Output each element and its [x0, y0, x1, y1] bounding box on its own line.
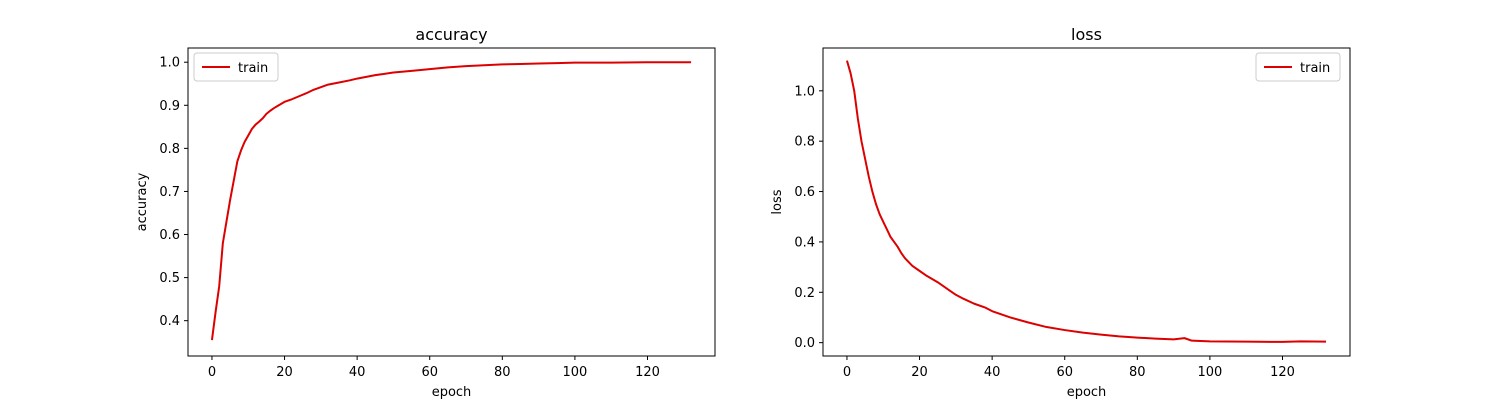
y-tick-label: 0.6	[794, 185, 815, 200]
y-tick-label: 0.7	[159, 185, 180, 200]
x-tick-label: 100	[1197, 365, 1222, 380]
x-tick-label: 40	[349, 365, 366, 380]
x-tick-label: 120	[1270, 365, 1295, 380]
legend-box	[193, 52, 279, 82]
x-tick-label: 100	[562, 365, 587, 380]
y-tick-label: 0.6	[159, 228, 180, 243]
legend-label: train	[1300, 61, 1330, 76]
legend: train	[1255, 52, 1341, 82]
y-tick-label: 0.0	[794, 336, 815, 351]
x-tick-label: 80	[494, 365, 511, 380]
chart-title: loss	[1071, 25, 1102, 44]
y-tick-label: 1.0	[159, 56, 180, 71]
plot-frame	[187, 47, 716, 357]
legend-label: train	[238, 61, 268, 76]
y-tick-label: 0.5	[159, 271, 180, 286]
y-tick-label: 0.4	[794, 235, 815, 250]
legend: train	[193, 52, 279, 82]
legend-box	[1255, 52, 1341, 82]
chart-title: accuracy	[415, 25, 487, 44]
y-tick-label: 0.8	[159, 142, 180, 157]
x-tick-label: 120	[635, 365, 660, 380]
y-axis-label: loss	[770, 189, 785, 214]
y-tick-label: 0.9	[159, 99, 180, 114]
x-axis-label: epoch	[432, 385, 472, 400]
x-tick-label: 0	[208, 365, 216, 380]
accuracy-chart: accuracy 0 20 40 60 80 100 120 0.4 0.5 0.6 0.7 0.8 0.…	[135, 25, 716, 400]
y-tick-label: 0.4	[159, 314, 180, 329]
loss-chart: loss 0 20 40 60 80 100 120 0.0 0.2 0.4 0.6 0.8 1.0 epo…	[770, 25, 1351, 400]
plot-frame	[822, 47, 1351, 357]
series-line-train	[845, 60, 1327, 343]
y-tick-label: 1.0	[794, 84, 815, 99]
x-tick-label: 60	[1056, 365, 1073, 380]
x-tick-label: 60	[421, 365, 438, 380]
series-line-train	[210, 61, 692, 341]
x-tick-label: 40	[984, 365, 1001, 380]
y-axis-label: accuracy	[135, 172, 150, 231]
x-axis-label: epoch	[1067, 385, 1107, 400]
x-tick-label: 20	[911, 365, 928, 380]
x-tick-label: 20	[276, 365, 293, 380]
y-tick-label: 0.8	[794, 135, 815, 150]
x-tick-label: 80	[1129, 365, 1146, 380]
x-tick-label: 0	[843, 365, 851, 380]
y-tick-label: 0.2	[794, 286, 815, 301]
